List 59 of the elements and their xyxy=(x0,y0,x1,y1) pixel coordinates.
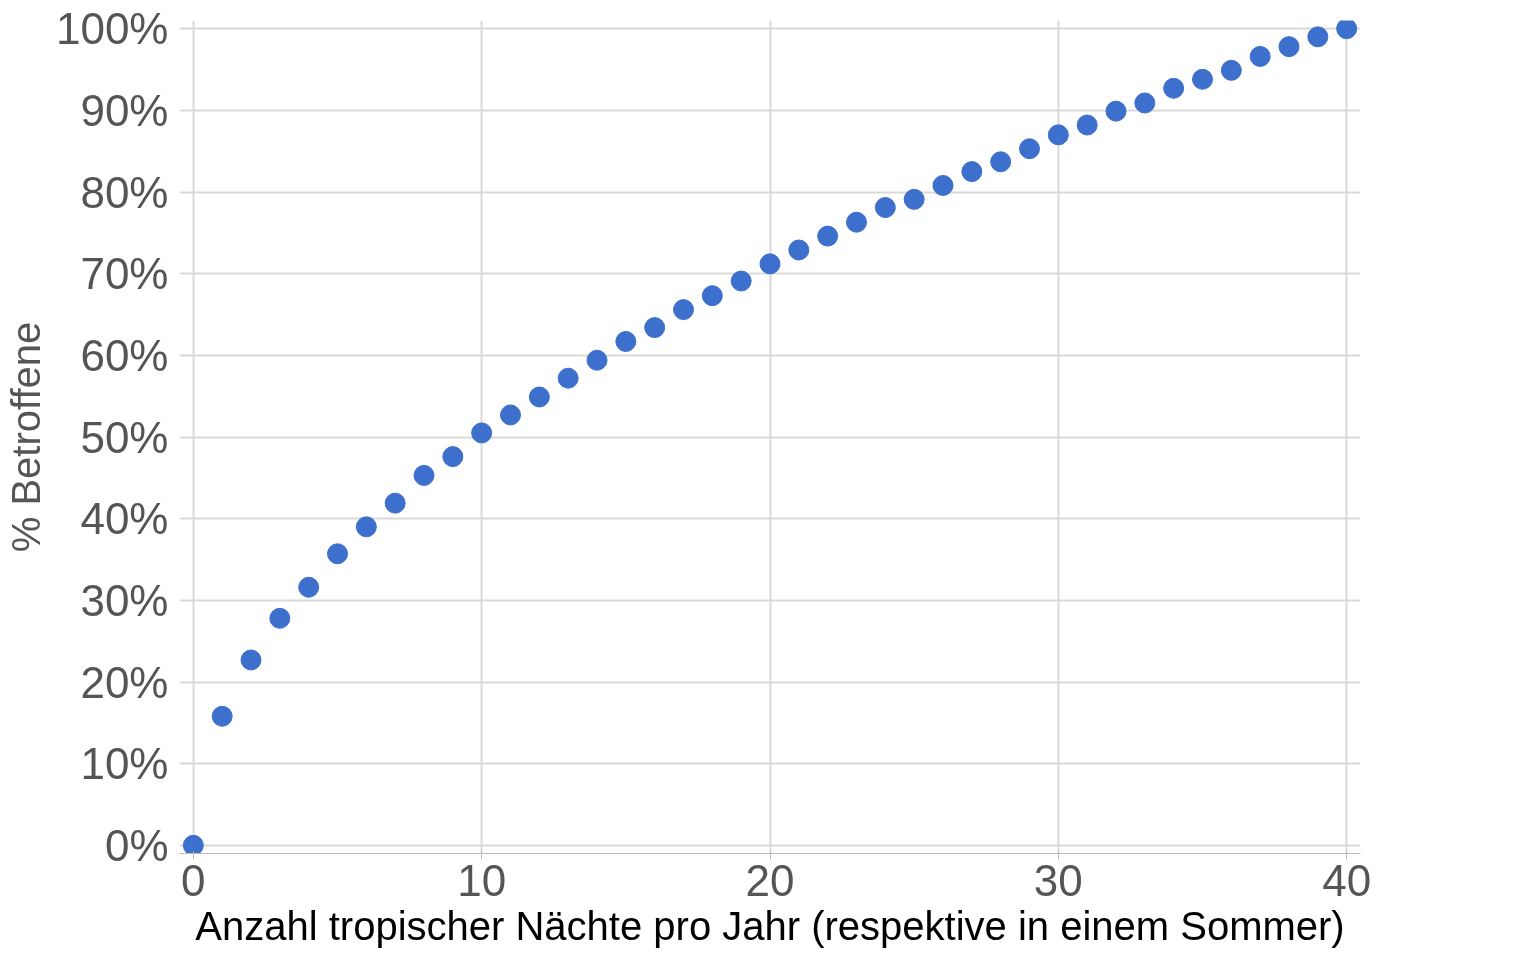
point xyxy=(442,446,464,468)
point xyxy=(528,386,550,408)
y-tick-label: 90% xyxy=(80,85,169,135)
point xyxy=(644,317,666,339)
point xyxy=(211,705,233,727)
point xyxy=(874,197,896,218)
point xyxy=(1336,20,1358,40)
x-axis-title: Anzahl tropischer Nächte pro Jahr (respektive in einem Sommer) xyxy=(195,903,1345,948)
point xyxy=(673,299,694,321)
point xyxy=(586,349,608,371)
point xyxy=(1134,92,1156,114)
y-axis-title: % Betroffene xyxy=(3,321,48,553)
point xyxy=(1278,36,1300,58)
point xyxy=(327,543,348,565)
point xyxy=(990,151,1012,173)
point xyxy=(817,225,839,247)
y-tick-label: 20% xyxy=(80,657,169,707)
point xyxy=(1192,68,1213,90)
y-tick-label: 0% xyxy=(104,820,169,870)
y-tick-label: 100% xyxy=(55,4,169,54)
y-tick-label: 80% xyxy=(80,167,169,217)
point xyxy=(1307,26,1329,48)
point xyxy=(846,211,867,233)
y-tick-label: 60% xyxy=(80,330,169,380)
point xyxy=(500,404,521,426)
point xyxy=(788,239,810,261)
point xyxy=(932,174,954,196)
point xyxy=(615,330,637,352)
point xyxy=(730,270,752,292)
x-tick-label: 0 xyxy=(181,855,206,905)
y-tick-label: 30% xyxy=(80,575,169,625)
point xyxy=(701,285,723,307)
point xyxy=(1249,45,1271,67)
point xyxy=(1220,59,1242,81)
point xyxy=(298,576,320,598)
point xyxy=(182,834,204,854)
point xyxy=(961,161,983,183)
point xyxy=(269,607,291,629)
point xyxy=(471,422,493,444)
point xyxy=(413,464,435,486)
point xyxy=(384,492,406,514)
x-tick-label: 40 xyxy=(1322,855,1372,905)
point xyxy=(1076,114,1098,136)
y-tick-label: 40% xyxy=(80,494,169,544)
point xyxy=(355,516,377,538)
point xyxy=(1019,138,1040,160)
point xyxy=(1163,77,1185,99)
point xyxy=(557,367,579,389)
point xyxy=(903,188,925,210)
point xyxy=(1047,124,1069,146)
point xyxy=(759,253,781,275)
y-tick-label: 10% xyxy=(80,739,169,789)
x-tick-label: 30 xyxy=(1033,855,1083,905)
y-tick-label: 70% xyxy=(80,249,169,299)
point xyxy=(240,649,262,671)
point xyxy=(1105,100,1127,122)
x-tick-label: 10 xyxy=(457,855,507,905)
x-tick-label: 20 xyxy=(745,855,795,905)
y-tick-label: 50% xyxy=(80,412,169,462)
